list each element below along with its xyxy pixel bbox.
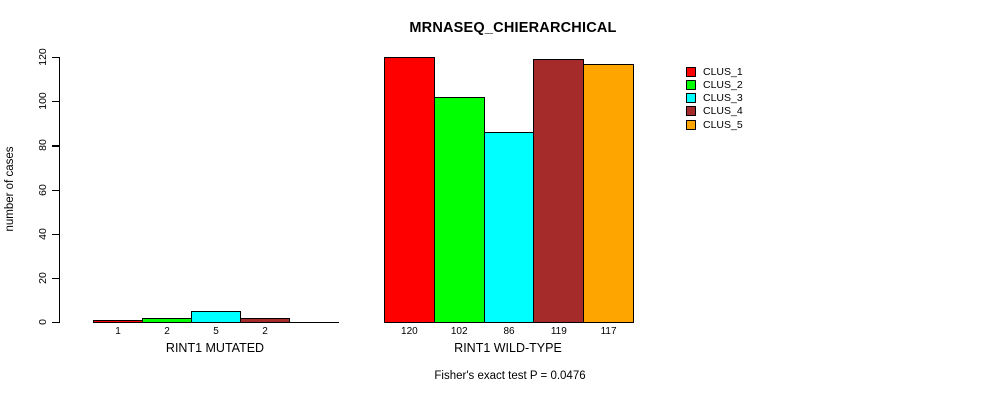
y-axis-line	[59, 57, 61, 323]
bar-value-label: 2	[164, 326, 170, 337]
y-axis-tick	[52, 189, 59, 191]
bar-value-label: 1	[115, 326, 121, 337]
bar-clus_4	[533, 59, 585, 323]
legend-swatch-clus_2	[686, 79, 696, 90]
y-axis-tick	[52, 277, 59, 280]
y-axis-tick-label: 0	[37, 319, 49, 325]
bar-value-label: 2	[262, 326, 268, 337]
bar-value-label: 102	[450, 326, 468, 337]
legend-swatch-clus_1	[686, 66, 696, 77]
y-axis-tick-label: 40	[37, 227, 49, 240]
legend-label: CLUS_4	[703, 105, 743, 118]
bar-value-label: 5	[213, 326, 219, 337]
bar-value-label: 86	[503, 326, 515, 337]
legend-item: CLUS_2	[686, 78, 743, 91]
y-axis-tick-label: 100	[37, 92, 49, 110]
bar-clus_2	[433, 96, 485, 323]
bar-value-label: 117	[600, 326, 617, 337]
x-group-label-wild-type: RINT1 WILD-TYPE	[454, 341, 562, 355]
legend-label: CLUS_5	[703, 118, 743, 131]
legend-label: CLUS_1	[703, 65, 743, 78]
legend-label: CLUS_3	[703, 92, 743, 105]
bar-clus_3	[483, 132, 535, 323]
legend-item: CLUS_4	[686, 105, 743, 118]
y-axis-tick	[52, 322, 59, 324]
bar-clus_3	[191, 310, 241, 323]
legend-item: CLUS_5	[686, 118, 743, 131]
y-axis-tick	[52, 233, 59, 235]
bar-clus_1	[93, 319, 143, 323]
legend-swatch-clus_3	[686, 93, 696, 104]
legend-swatch-clus_4	[686, 106, 696, 117]
y-axis-tick-label: 20	[37, 271, 49, 284]
y-axis-tick-label: 60	[37, 183, 49, 196]
annotation-text: Fisher's exact test P = 0.0476	[434, 370, 586, 382]
bar-clus_5	[583, 63, 634, 323]
legend-item: CLUS_1	[686, 65, 743, 78]
bar-clus_4	[240, 317, 290, 323]
chart-title: MRNASEQ_CHIERARCHICAL	[409, 20, 617, 36]
y-axis-tick	[52, 145, 59, 147]
legend-label: CLUS_2	[703, 78, 743, 91]
bar-clus_1	[384, 57, 435, 323]
y-axis-title: number of cases	[4, 146, 16, 232]
x-group-label-mutated: RINT1 MUTATED	[165, 341, 265, 355]
legend-item: CLUS_3	[686, 92, 743, 105]
y-axis-tick-label: 80	[37, 139, 49, 152]
legend-swatch-clus_5	[686, 119, 696, 130]
bar-value-label: 119	[550, 326, 567, 337]
bar-value-label: 120	[401, 326, 418, 337]
bar-clus_2	[142, 317, 192, 323]
y-axis-tick	[52, 57, 59, 59]
y-axis-tick-label: 120	[37, 48, 49, 66]
y-axis-tick	[52, 101, 59, 103]
